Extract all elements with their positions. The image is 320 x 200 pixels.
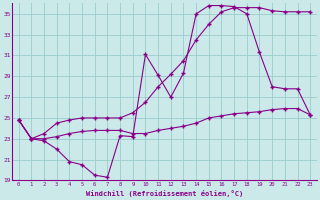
X-axis label: Windchill (Refroidissement éolien,°C): Windchill (Refroidissement éolien,°C) xyxy=(86,190,243,197)
